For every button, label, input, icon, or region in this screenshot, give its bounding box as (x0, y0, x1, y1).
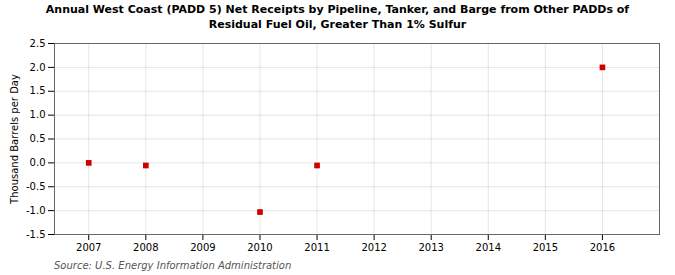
svg-text:-1.0: -1.0 (26, 205, 46, 216)
svg-text:2.0: 2.0 (30, 61, 46, 72)
svg-text:0.0: 0.0 (30, 157, 46, 168)
svg-text:2011: 2011 (304, 241, 329, 252)
svg-text:2007: 2007 (76, 241, 101, 252)
svg-text:-0.5: -0.5 (26, 181, 46, 192)
html-text:Source: U.S. Energy Informatio: Source: U.S. Energy Information Administ… (54, 259, 292, 271)
svg-text:0.5: 0.5 (30, 133, 46, 144)
svg-text:-1.5: -1.5 (26, 228, 46, 239)
html-text:Annual West Coast (PADD 5) Net: Annual West Coast (PADD 5) Net Receipts … (45, 3, 630, 31)
svg-text:2016: 2016 (590, 241, 615, 252)
svg-text:2008: 2008 (133, 241, 158, 252)
svg-text:2.5: 2.5 (30, 37, 46, 48)
svg-text:2010: 2010 (247, 241, 272, 252)
svg-text:Thousand Barrels per Day: Thousand Barrels per Day (9, 74, 20, 205)
svg-text:2014: 2014 (476, 241, 501, 252)
svg-text:2012: 2012 (361, 241, 386, 252)
svg-text:2015: 2015 (533, 241, 558, 252)
svg-text:2009: 2009 (190, 241, 215, 252)
svg-text:1.5: 1.5 (30, 85, 46, 96)
svg-text:1.0: 1.0 (30, 109, 46, 120)
svg-text:2013: 2013 (418, 241, 443, 252)
